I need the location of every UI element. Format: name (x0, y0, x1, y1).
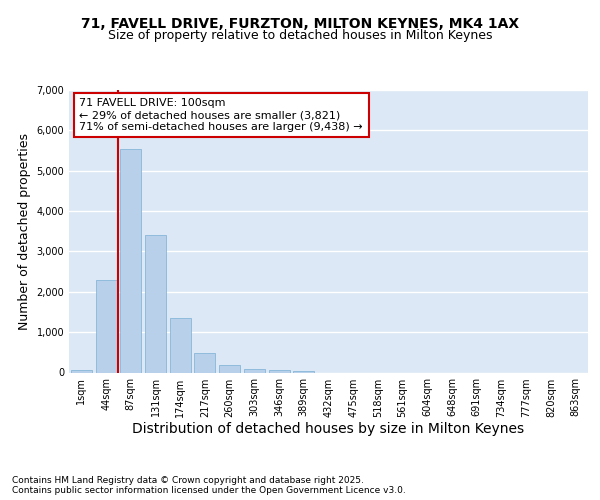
Text: Size of property relative to detached houses in Milton Keynes: Size of property relative to detached ho… (108, 29, 492, 42)
Bar (71, 370, 92, 372)
Bar (194, 353, 215, 372)
Bar (120, 148, 141, 372)
Bar (219, 365, 240, 372)
Text: Contains HM Land Registry data © Crown copyright and database right 2025.
Contai: Contains HM Land Registry data © Crown c… (12, 476, 406, 495)
Text: 71, FAVELL DRIVE, FURZTON, MILTON KEYNES, MK4 1AX: 71, FAVELL DRIVE, FURZTON, MILTON KEYNES… (81, 18, 519, 32)
Bar (170, 318, 191, 372)
Bar (95, 280, 116, 372)
Bar (269, 370, 290, 372)
Y-axis label: Number of detached properties: Number of detached properties (18, 132, 31, 330)
X-axis label: Distribution of detached houses by size in Milton Keynes: Distribution of detached houses by size … (133, 422, 524, 436)
Text: 71 FAVELL DRIVE: 100sqm
← 29% of detached houses are smaller (3,821)
71% of semi: 71 FAVELL DRIVE: 100sqm ← 29% of detache… (79, 98, 363, 132)
Bar (244, 369, 265, 372)
Bar (145, 236, 166, 372)
